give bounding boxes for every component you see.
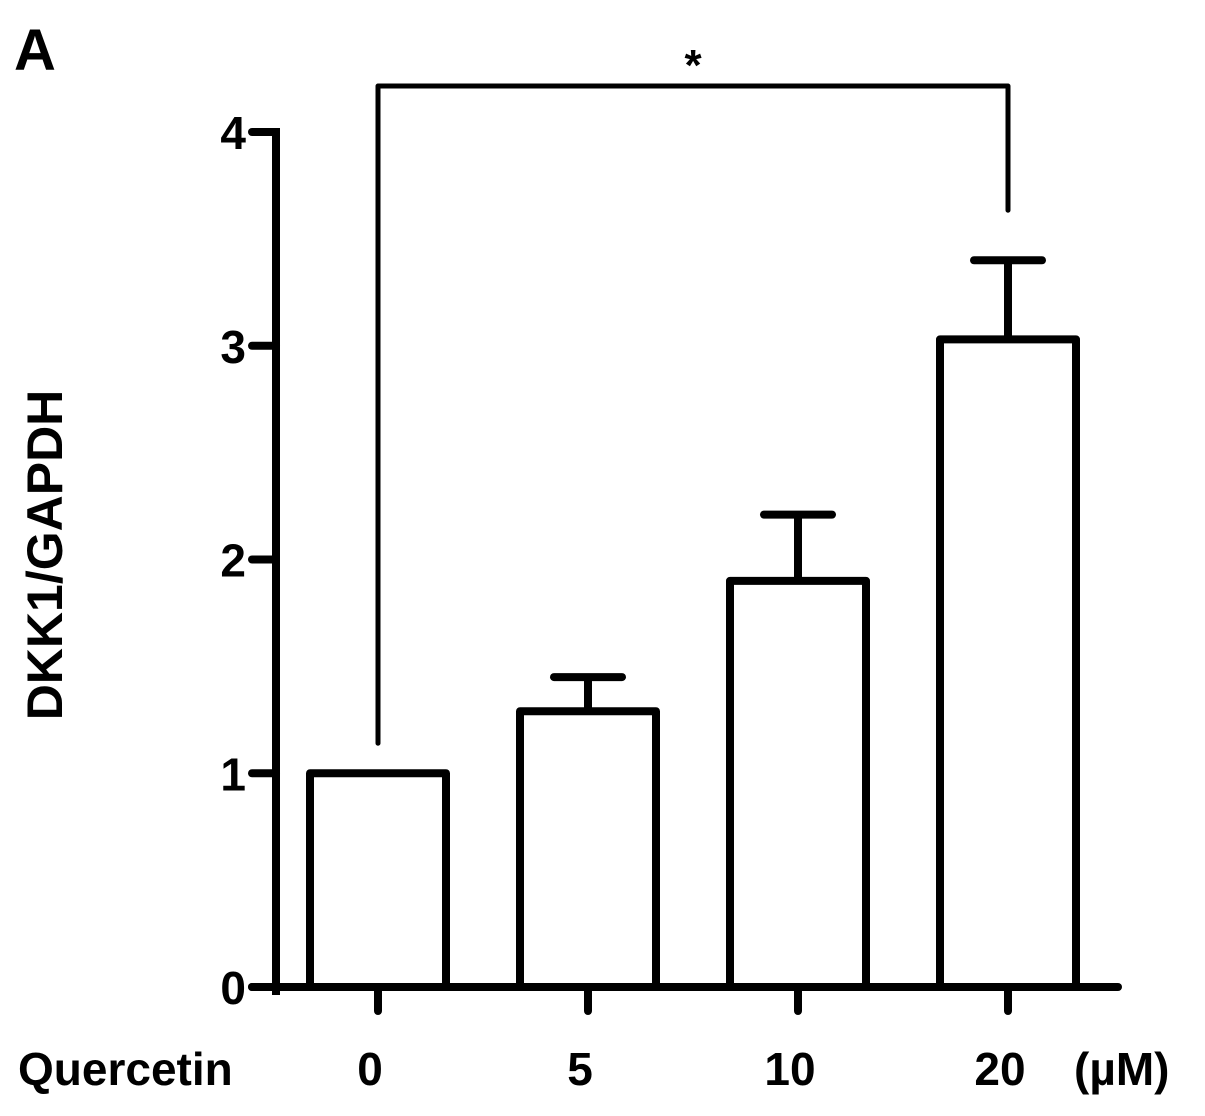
y-axis-title: DKK1/GAPDH: [17, 390, 73, 721]
bar: [516, 707, 660, 991]
x-tick-label: 20: [974, 1043, 1025, 1095]
x-axis-unit: (µM): [1074, 1043, 1169, 1095]
x-axis-title: Quercetin: [18, 1043, 233, 1095]
significance-star: *: [684, 41, 702, 90]
y-tick-label: 0: [220, 962, 246, 1014]
y-tick-label: 4: [220, 107, 246, 159]
y-tick-label: 1: [220, 748, 246, 800]
y-tick-label: 2: [220, 535, 246, 587]
bar: [936, 335, 1080, 991]
y-tick-label: 3: [220, 321, 246, 373]
x-tick-label: 5: [567, 1043, 593, 1095]
significance-bracket: [375, 83, 1011, 746]
bar: [306, 769, 450, 991]
panel-label: A: [14, 18, 56, 83]
x-tick-label: 0: [357, 1043, 383, 1095]
bar: [726, 576, 870, 991]
x-tick-label: 10: [764, 1043, 815, 1095]
